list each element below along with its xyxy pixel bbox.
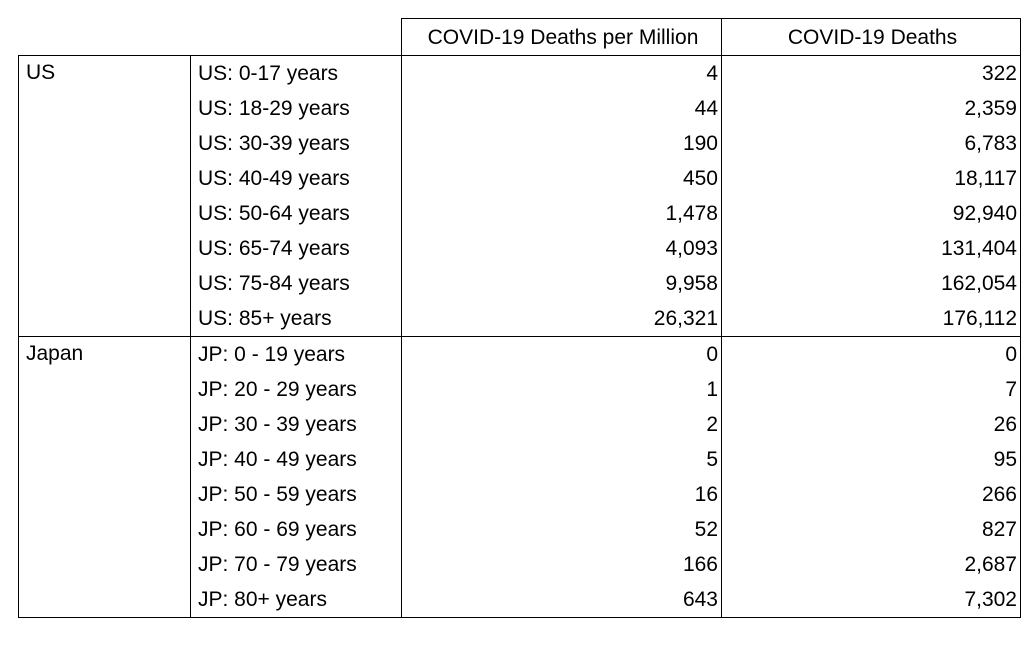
deaths-cell: 2,359 <box>721 91 1021 126</box>
age-group-cell: JP: 20 - 29 years <box>190 372 402 407</box>
deaths-per-million-cell: 16 <box>401 477 722 512</box>
header-deaths: COVID-19 Deaths <box>721 18 1021 56</box>
deaths-per-million-cell: 450 <box>401 161 722 196</box>
deaths-cell: 7,302 <box>721 582 1021 618</box>
deaths-per-million-cell: 9,958 <box>401 266 722 301</box>
age-group-cell: JP: 0 - 19 years <box>190 336 402 372</box>
deaths-per-million-cell: 1 <box>401 372 722 407</box>
age-group-cell: US: 50-64 years <box>190 196 402 231</box>
deaths-per-million-cell: 52 <box>401 512 722 547</box>
table-row: Japan JP: 0 - 19 years 0 0 <box>18 336 1021 618</box>
deaths-cell: 176,112 <box>721 301 1021 337</box>
table-row: JP: 60 - 69 years 52 827 <box>19 512 1021 547</box>
deaths-per-million-cell: 26,321 <box>401 301 722 337</box>
age-group-cell: US: 40-49 years <box>190 161 402 196</box>
country-cell-japan: Japan <box>18 336 191 618</box>
table-row: US: 50-64 years 1,478 92,940 <box>19 196 1021 231</box>
age-group-cell: US: 30-39 years <box>190 126 402 161</box>
age-group-cell: US: 85+ years <box>190 301 402 337</box>
age-group-cell: JP: 30 - 39 years <box>190 407 402 442</box>
table-row: JP: 80+ years 643 7,302 <box>19 582 1021 618</box>
table-row: US: 65-74 years 4,093 131,404 <box>19 231 1021 266</box>
deaths-cell: 322 <box>721 55 1021 91</box>
deaths-per-million-cell: 2 <box>401 407 722 442</box>
age-group-cell: JP: 50 - 59 years <box>190 477 402 512</box>
age-group-cell: JP: 60 - 69 years <box>190 512 402 547</box>
table-row: US: 75-84 years 9,958 162,054 <box>19 266 1021 301</box>
age-group-cell: US: 75-84 years <box>190 266 402 301</box>
deaths-per-million-cell: 1,478 <box>401 196 722 231</box>
table-row: JP: 20 - 29 years 1 7 <box>19 372 1021 407</box>
deaths-per-million-cell: 643 <box>401 582 722 618</box>
deaths-cell: 162,054 <box>721 266 1021 301</box>
deaths-per-million-cell: 44 <box>401 91 722 126</box>
deaths-cell: 827 <box>721 512 1021 547</box>
deaths-per-million-cell: 166 <box>401 547 722 582</box>
covid-deaths-table: COVID-19 Deaths per Million COVID-19 Dea… <box>18 18 1021 618</box>
deaths-per-million-cell: 5 <box>401 442 722 477</box>
deaths-cell: 18,117 <box>721 161 1021 196</box>
deaths-cell: 131,404 <box>721 231 1021 266</box>
table-row: US: 18-29 years 44 2,359 <box>19 91 1021 126</box>
deaths-cell: 266 <box>721 477 1021 512</box>
deaths-cell: 2,687 <box>721 547 1021 582</box>
table-row: US: 85+ years 26,321 176,112 <box>19 301 1021 337</box>
age-group-cell: US: 65-74 years <box>190 231 402 266</box>
age-group-cell: US: 0-17 years <box>190 55 402 91</box>
deaths-cell: 7 <box>721 372 1021 407</box>
deaths-cell: 26 <box>721 407 1021 442</box>
header-deaths-per-million: COVID-19 Deaths per Million <box>401 18 722 56</box>
deaths-cell: 95 <box>721 442 1021 477</box>
table-row: JP: 50 - 59 years 16 266 <box>19 477 1021 512</box>
deaths-cell: 92,940 <box>721 196 1021 231</box>
age-group-cell: JP: 80+ years <box>190 582 402 618</box>
age-group-cell: JP: 40 - 49 years <box>190 442 402 477</box>
table-body: US US: 0-17 years 4 322 US: 18-29 years … <box>18 55 1021 618</box>
deaths-per-million-cell: 0 <box>401 336 722 372</box>
blank-header-cell <box>18 18 402 56</box>
deaths-cell: 6,783 <box>721 126 1021 161</box>
deaths-per-million-cell: 190 <box>401 126 722 161</box>
table-row: JP: 40 - 49 years 5 95 <box>19 442 1021 477</box>
age-group-cell: JP: 70 - 79 years <box>190 547 402 582</box>
table-row: US: 30-39 years 190 6,783 <box>19 126 1021 161</box>
country-cell-us: US <box>18 55 191 337</box>
deaths-per-million-cell: 4,093 <box>401 231 722 266</box>
age-group-cell: US: 18-29 years <box>190 91 402 126</box>
deaths-per-million-cell: 4 <box>401 55 722 91</box>
table-row: US: 40-49 years 450 18,117 <box>19 161 1021 196</box>
table-header: COVID-19 Deaths per Million COVID-19 Dea… <box>18 18 1021 56</box>
table-row: US US: 0-17 years 4 322 <box>18 55 1021 337</box>
table-row: JP: 30 - 39 years 2 26 <box>19 407 1021 442</box>
table-row: JP: 70 - 79 years 166 2,687 <box>19 547 1021 582</box>
header-row: COVID-19 Deaths per Million COVID-19 Dea… <box>18 18 1021 56</box>
deaths-cell: 0 <box>721 336 1021 372</box>
